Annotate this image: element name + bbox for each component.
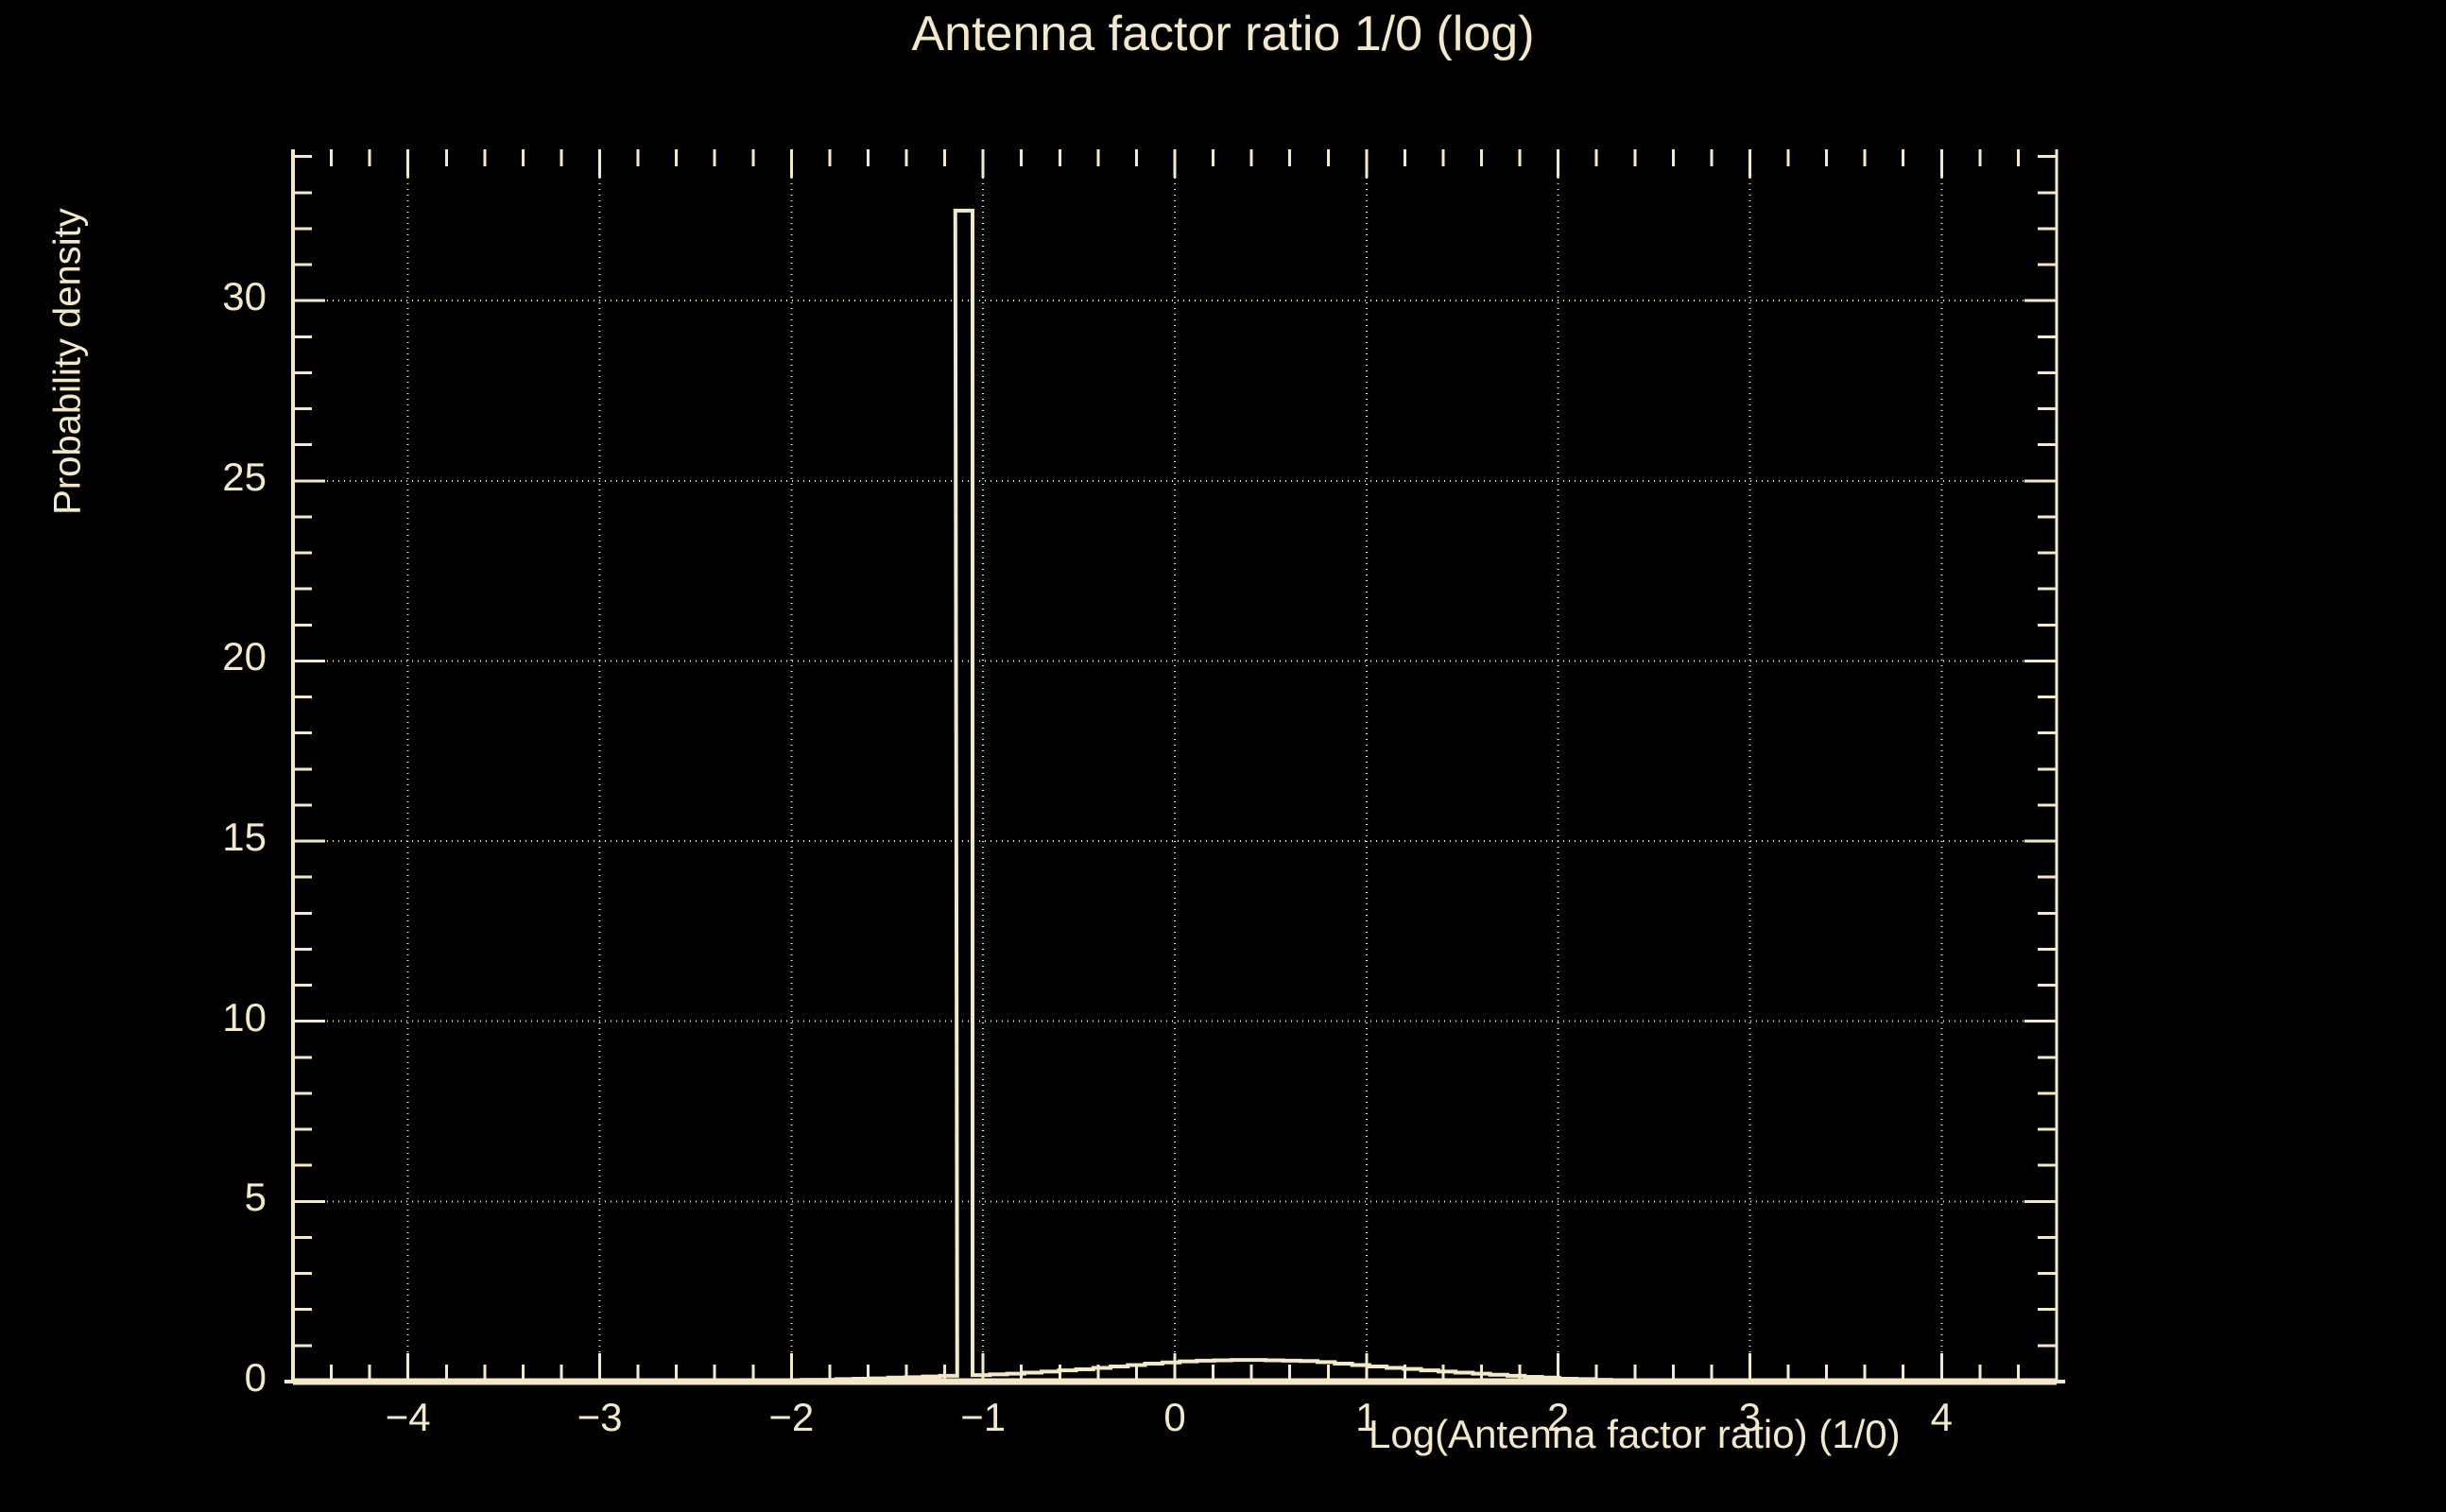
x-tick-label: 3 (1738, 1395, 1762, 1439)
page-title: Antenna factor ratio 1/0 (log) (911, 7, 1535, 61)
x-tick-label: 0 (1163, 1395, 1186, 1439)
x-tick-label: 2 (1546, 1395, 1570, 1439)
x-tick-label: −2 (768, 1395, 815, 1439)
x-tick-label: −4 (385, 1395, 431, 1439)
y-tick-label: 30 (222, 274, 267, 319)
axis-ticks (293, 149, 2058, 1383)
y-tick-label: 15 (222, 815, 267, 860)
y-tick-label: 20 (222, 634, 267, 679)
axis-frame (291, 149, 2058, 1385)
y-tick-label: 0 (244, 1355, 267, 1400)
y-tick-label: 10 (222, 994, 267, 1040)
y-tick-label: 25 (222, 454, 267, 499)
x-tick-label: −3 (577, 1395, 623, 1439)
grid-lines (293, 149, 2057, 1383)
histogram-data-line (284, 208, 2066, 1383)
y-tick-label: 5 (244, 1175, 267, 1220)
x-tick-label: −1 (960, 1395, 1007, 1439)
x-axis-title: Log(Antenna factor ratio) (1/0) (1369, 1412, 1901, 1456)
x-tick-label: 1 (1355, 1395, 1378, 1439)
x-tick-label: 4 (1930, 1395, 1953, 1439)
